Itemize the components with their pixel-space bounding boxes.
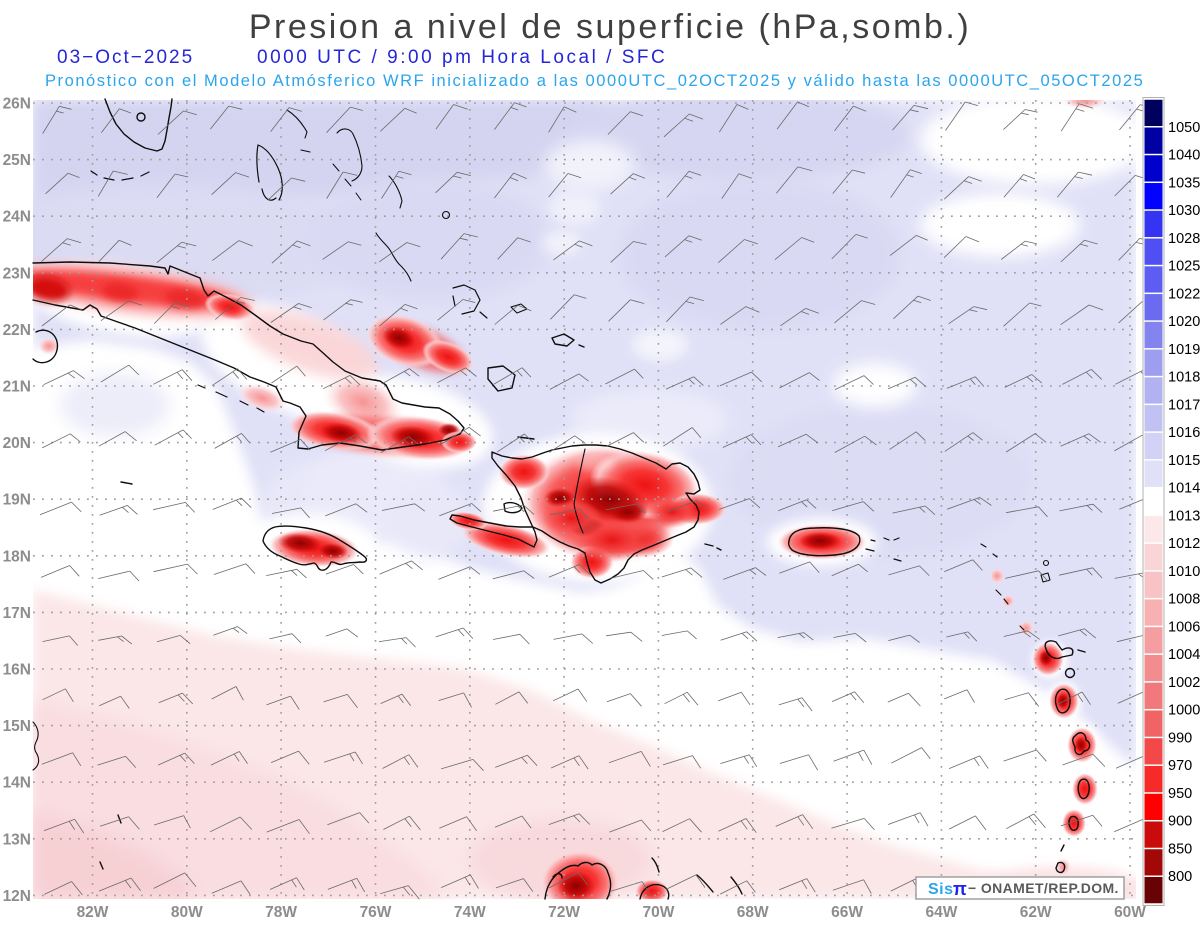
svg-text:14N: 14N (3, 775, 31, 792)
svg-text:1018: 1018 (1168, 370, 1200, 386)
svg-text:17N: 17N (3, 605, 31, 622)
svg-text:1050: 1050 (1168, 120, 1200, 136)
svg-text:18N: 18N (3, 548, 31, 565)
svg-text:1002: 1002 (1168, 675, 1200, 691)
svg-text:1010: 1010 (1168, 564, 1200, 580)
svg-text:970: 970 (1168, 758, 1192, 774)
svg-text:1013: 1013 (1168, 508, 1200, 524)
svg-text:1022: 1022 (1168, 286, 1200, 302)
svg-text:1025: 1025 (1168, 259, 1200, 275)
svg-text:80W: 80W (171, 904, 203, 921)
svg-text:1004: 1004 (1168, 647, 1200, 663)
svg-text:1040: 1040 (1168, 148, 1200, 164)
svg-text:25N: 25N (3, 152, 31, 169)
svg-text:03−Oct−2025: 03−Oct−2025 (57, 47, 194, 68)
svg-text:1000: 1000 (1168, 703, 1200, 719)
svg-text:70W: 70W (642, 904, 674, 921)
svg-text:13N: 13N (3, 831, 31, 848)
svg-text:1006: 1006 (1168, 619, 1200, 635)
svg-text:76W: 76W (360, 904, 392, 921)
svg-text:64W: 64W (925, 904, 957, 921)
svg-text:23N: 23N (3, 265, 31, 282)
svg-text:0000 UTC / 9:00 pm Hora Local: 0000 UTC / 9:00 pm Hora Local / SFC (257, 47, 667, 68)
svg-text:π: π (953, 879, 967, 899)
svg-text:990: 990 (1168, 730, 1192, 746)
svg-text:1014: 1014 (1168, 481, 1200, 497)
svg-text:1028: 1028 (1168, 231, 1200, 247)
svg-text:82W: 82W (77, 904, 109, 921)
svg-text:68W: 68W (737, 904, 769, 921)
svg-text:1017: 1017 (1168, 397, 1200, 413)
svg-text:1020: 1020 (1168, 314, 1200, 330)
svg-text:78W: 78W (265, 904, 297, 921)
svg-text:1008: 1008 (1168, 592, 1200, 608)
svg-text:16N: 16N (3, 662, 31, 679)
svg-text:800: 800 (1168, 869, 1192, 885)
svg-text:Sis: Sis (928, 881, 954, 898)
svg-text:850: 850 (1168, 842, 1192, 858)
svg-text:900: 900 (1168, 814, 1192, 830)
svg-text:1016: 1016 (1168, 425, 1200, 441)
svg-text:1012: 1012 (1168, 536, 1200, 552)
svg-text:1015: 1015 (1168, 453, 1200, 469)
svg-text:22N: 22N (3, 322, 31, 339)
svg-text:21N: 21N (3, 379, 31, 396)
svg-text:12N: 12N (3, 888, 31, 905)
svg-text:20N: 20N (3, 435, 31, 452)
svg-text:1019: 1019 (1168, 342, 1200, 358)
svg-text:Pronóstico con el Modelo Atmós: Pronóstico con el Modelo Atmósferico WRF… (45, 72, 1144, 90)
svg-text:60W: 60W (1114, 904, 1146, 921)
svg-text:950: 950 (1168, 786, 1192, 802)
svg-text:Presion a nivel de superficie: Presion a nivel de superficie (hPa,somb.… (249, 8, 971, 46)
svg-text:26N: 26N (3, 96, 31, 113)
svg-text:74W: 74W (454, 904, 486, 921)
svg-text:− ONAMET/REP.DOM.: − ONAMET/REP.DOM. (968, 880, 1119, 896)
svg-text:15N: 15N (3, 718, 31, 735)
svg-text:1030: 1030 (1168, 203, 1200, 219)
svg-text:19N: 19N (3, 492, 31, 509)
svg-text:62W: 62W (1020, 904, 1052, 921)
svg-text:1035: 1035 (1168, 175, 1200, 191)
svg-text:66W: 66W (831, 904, 863, 921)
svg-text:24N: 24N (3, 209, 31, 226)
svg-text:72W: 72W (548, 904, 580, 921)
